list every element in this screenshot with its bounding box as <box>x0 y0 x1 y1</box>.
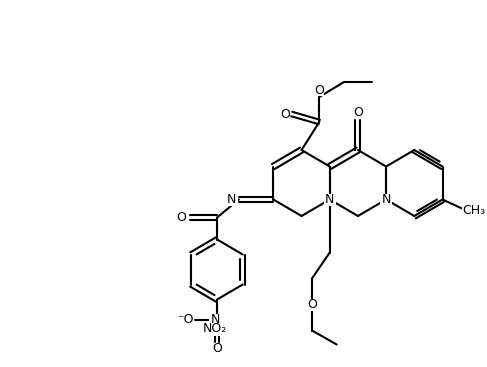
Text: N: N <box>227 193 237 206</box>
Bar <box>462 204 486 217</box>
Text: O: O <box>177 211 187 224</box>
Bar <box>315 84 324 96</box>
Bar <box>226 193 238 206</box>
Text: O: O <box>212 342 222 355</box>
Text: N: N <box>381 193 391 206</box>
Text: O: O <box>307 298 317 311</box>
Bar <box>324 193 336 206</box>
Bar <box>178 313 193 326</box>
Bar <box>209 313 221 326</box>
Bar <box>306 298 318 310</box>
Text: ⁻O: ⁻O <box>177 313 194 326</box>
Bar <box>201 321 229 335</box>
Text: O: O <box>280 108 290 120</box>
Text: CH₃: CH₃ <box>463 204 486 217</box>
Bar <box>353 107 363 119</box>
Bar <box>176 211 187 224</box>
Bar <box>280 108 290 120</box>
Bar <box>380 193 392 206</box>
Bar <box>211 342 223 355</box>
Text: NO₂: NO₂ <box>203 322 227 335</box>
Text: N: N <box>325 193 335 206</box>
Text: O: O <box>315 84 324 97</box>
Text: O: O <box>353 106 363 120</box>
Text: N: N <box>210 313 220 326</box>
